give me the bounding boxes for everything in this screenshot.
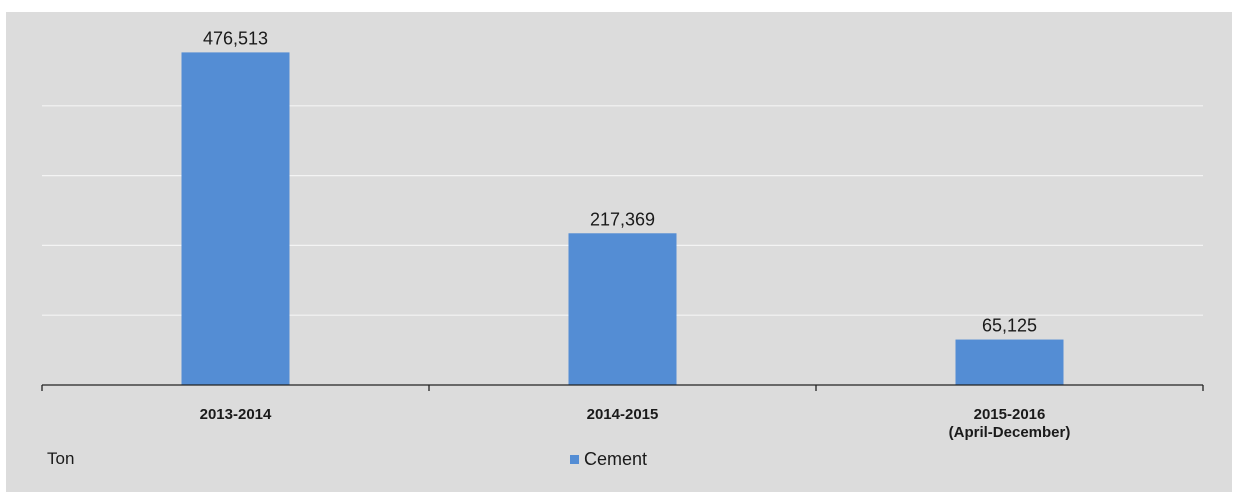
bars: [181, 52, 1064, 386]
x-tick-label-1: 2013-2014: [200, 406, 272, 423]
legend-swatch-cement: [570, 455, 579, 464]
legend-label-cement: Cement: [584, 449, 648, 469]
bar-2: [568, 233, 677, 385]
data-label-1: 476,513: [203, 28, 268, 48]
data-label-3: 65,125: [982, 316, 1037, 336]
labels: 476,513 217,369 65,125 2013-2014 2014-2015 20…: [200, 28, 1071, 441]
data-label-2: 217,369: [590, 209, 655, 229]
x-tick-label-2: 2014-2015: [587, 406, 659, 423]
bar-chart: 476,513 217,369 65,125 2013-2014 2014-2015 20…: [41, 28, 1204, 441]
chart-panel: 476,513 217,369 65,125 2013-2014 2014-2015 20…: [6, 12, 1232, 492]
bar-1: [181, 52, 290, 386]
unit-label: Ton: [47, 449, 75, 468]
x-tick-label-3: 2015-2016 (April-December): [949, 406, 1071, 441]
legend: Cement: [570, 449, 647, 470]
x-axis: [41, 384, 1204, 391]
bar-3: [955, 339, 1064, 385]
